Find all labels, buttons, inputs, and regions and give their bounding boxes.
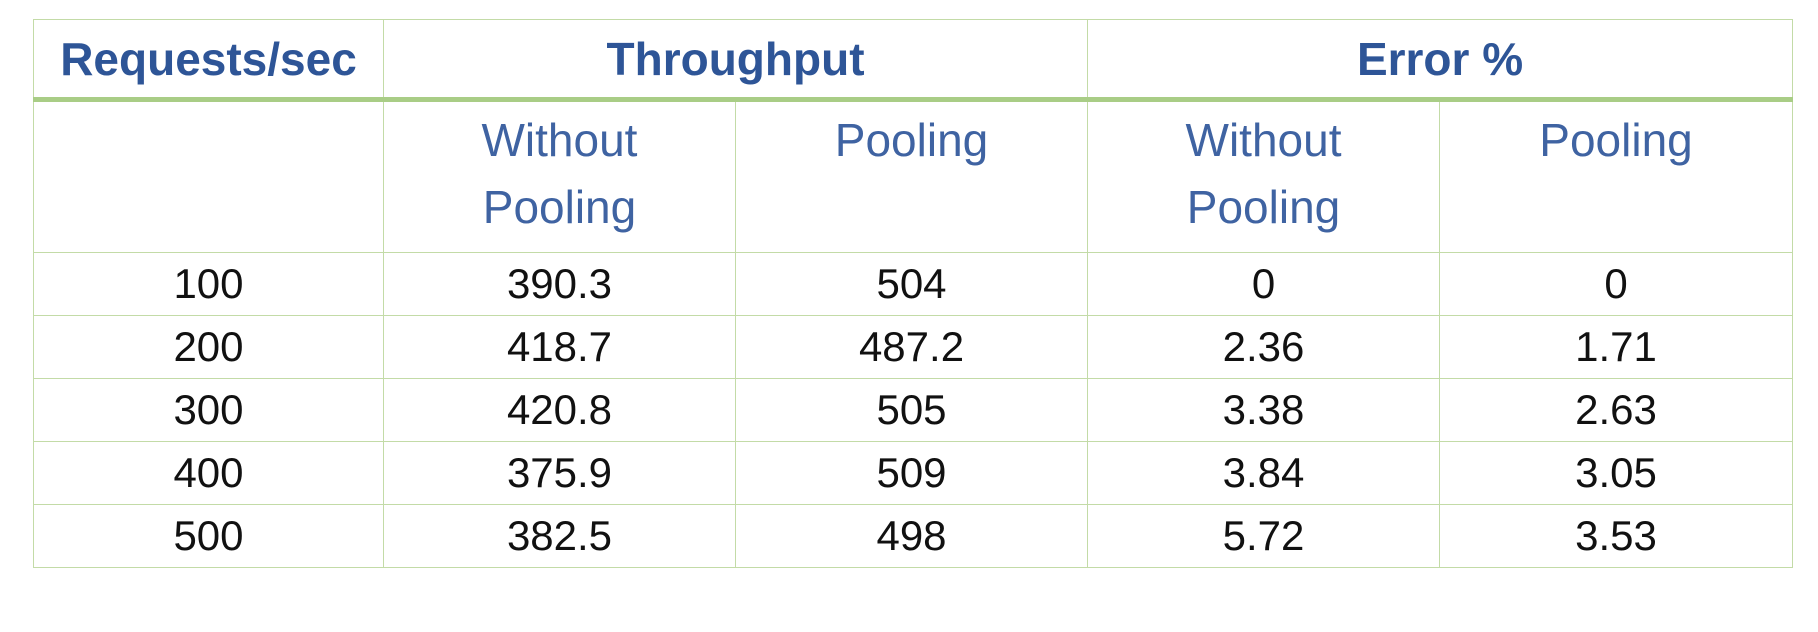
cell-error-pooling: 2.63 — [1439, 378, 1794, 442]
header-throughput: Throughput — [382, 19, 1089, 102]
header-requests: Requests/sec — [33, 19, 384, 102]
table-row: 100 390.3 504 0 0 — [33, 252, 1794, 316]
cell-error-pooling: 3.53 — [1439, 504, 1794, 568]
cell-throughput-pooling: 505 — [734, 378, 1089, 442]
cell-requests: 500 — [33, 504, 384, 568]
cell-throughput-without: 420.8 — [383, 378, 736, 442]
header-throughput-without-cell: Without Pooling — [383, 99, 736, 253]
cell-requests: 300 — [33, 378, 384, 442]
cell-requests: 400 — [33, 441, 384, 505]
header-throughput-pooling: Pooling — [734, 99, 1089, 253]
results-table: Requests/sec Throughput Error % Without … — [33, 19, 1794, 568]
cell-error-without: 3.84 — [1087, 441, 1441, 505]
header-row-sub: Without Pooling Pooling Without Pooling … — [33, 99, 1794, 253]
cell-throughput-pooling: 504 — [734, 252, 1089, 316]
cell-throughput-pooling: 487.2 — [734, 315, 1089, 379]
cell-throughput-without: 390.3 — [383, 252, 736, 316]
cell-error-without: 5.72 — [1087, 504, 1441, 568]
header-error: Error % — [1087, 19, 1794, 102]
cell-throughput-pooling: 509 — [734, 441, 1089, 505]
cell-error-without: 3.38 — [1087, 378, 1441, 442]
header-empty-cell — [33, 99, 384, 253]
cell-error-pooling: 3.05 — [1439, 441, 1794, 505]
cell-error-pooling: 1.71 — [1439, 315, 1794, 379]
table-row: 200 418.7 487.2 2.36 1.71 — [33, 315, 1794, 379]
table-row: 500 382.5 498 5.72 3.53 — [33, 504, 1794, 568]
cell-error-without: 2.36 — [1087, 315, 1441, 379]
cell-error-without: 0 — [1087, 252, 1441, 316]
cell-throughput-without: 382.5 — [383, 504, 736, 568]
cell-throughput-pooling: 498 — [734, 504, 1089, 568]
header-error-without-cell: Without Pooling — [1087, 99, 1441, 253]
cell-throughput-without: 418.7 — [383, 315, 736, 379]
header-row-top: Requests/sec Throughput Error % — [33, 19, 1794, 102]
cell-requests: 100 — [33, 252, 384, 316]
header-error-pooling: Pooling — [1439, 99, 1794, 253]
cell-error-pooling: 0 — [1439, 252, 1794, 316]
table-row: 400 375.9 509 3.84 3.05 — [33, 441, 1794, 505]
table-row: 300 420.8 505 3.38 2.63 — [33, 378, 1794, 442]
cell-requests: 200 — [33, 315, 384, 379]
header-error-without: Without Pooling — [1185, 114, 1342, 233]
header-throughput-without: Without Pooling — [481, 114, 638, 233]
cell-throughput-without: 375.9 — [383, 441, 736, 505]
